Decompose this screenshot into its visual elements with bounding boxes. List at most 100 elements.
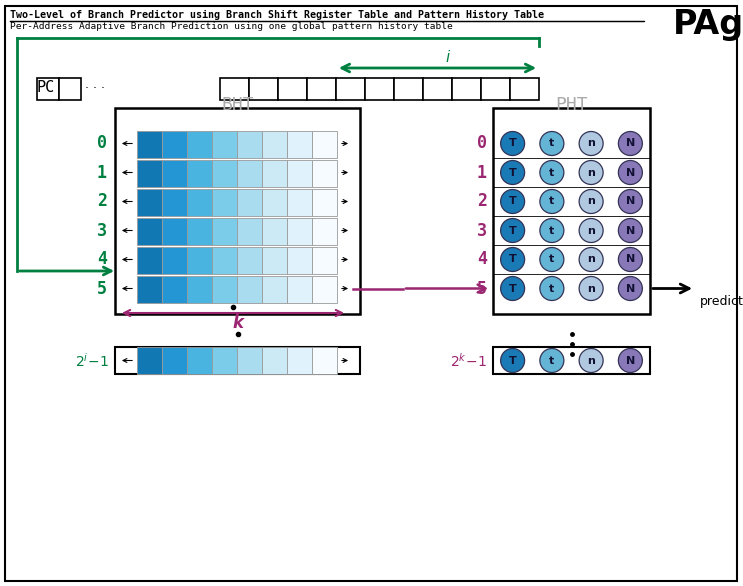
Circle shape — [579, 277, 603, 301]
Circle shape — [618, 277, 643, 301]
Circle shape — [540, 131, 564, 155]
Bar — [187, 160, 212, 187]
Text: 5: 5 — [97, 280, 107, 298]
Bar — [262, 189, 287, 216]
Text: N: N — [626, 196, 635, 206]
Bar — [262, 218, 287, 245]
Bar — [510, 78, 539, 100]
Bar — [115, 347, 360, 374]
Circle shape — [501, 247, 525, 271]
Text: $2^i\!-\!1$: $2^i\!-\!1$ — [75, 352, 109, 369]
Text: · · ·: · · · — [85, 83, 105, 96]
Bar — [137, 218, 162, 245]
Text: t: t — [549, 226, 554, 236]
Bar — [37, 78, 59, 100]
Circle shape — [540, 277, 564, 301]
Circle shape — [579, 349, 603, 373]
Bar — [115, 108, 360, 314]
Bar — [312, 276, 337, 303]
Circle shape — [618, 189, 643, 213]
Bar — [287, 131, 312, 158]
Bar — [312, 218, 337, 245]
Circle shape — [540, 219, 564, 243]
Circle shape — [579, 247, 603, 271]
Bar — [312, 160, 337, 187]
Text: t: t — [549, 138, 554, 148]
Bar — [287, 247, 312, 274]
Circle shape — [501, 219, 525, 243]
Bar — [237, 347, 262, 374]
Text: $2^k\!-\!1$: $2^k\!-\!1$ — [450, 352, 487, 369]
Circle shape — [501, 131, 525, 155]
Bar — [312, 189, 337, 216]
Bar — [287, 276, 312, 303]
Text: 0: 0 — [97, 135, 107, 152]
Text: Two-Level of Branch Predictor using Branch Shift Register Table and Pattern Hist: Two-Level of Branch Predictor using Bran… — [10, 10, 544, 20]
Bar — [423, 78, 452, 100]
Text: 4: 4 — [97, 250, 107, 268]
Bar — [137, 160, 162, 187]
Bar — [262, 247, 287, 274]
Bar — [137, 131, 162, 158]
Text: 4: 4 — [477, 250, 487, 268]
Bar — [394, 78, 423, 100]
Text: 2: 2 — [477, 192, 487, 210]
Bar — [336, 78, 365, 100]
Bar — [287, 160, 312, 187]
Text: t: t — [549, 254, 554, 264]
Bar — [249, 78, 278, 100]
Bar — [162, 276, 187, 303]
Circle shape — [540, 189, 564, 213]
Text: n: n — [587, 168, 595, 178]
Circle shape — [618, 131, 643, 155]
Text: T: T — [509, 168, 516, 178]
Text: prediction: prediction — [700, 295, 743, 308]
Bar — [212, 247, 237, 274]
Text: 3: 3 — [477, 222, 487, 240]
Bar — [137, 189, 162, 216]
Circle shape — [540, 247, 564, 271]
Text: N: N — [626, 284, 635, 294]
Bar — [278, 78, 307, 100]
Bar — [237, 189, 262, 216]
Text: 5: 5 — [477, 280, 487, 298]
Circle shape — [618, 247, 643, 271]
Bar — [237, 247, 262, 274]
Bar — [212, 276, 237, 303]
Bar — [493, 108, 650, 314]
Text: 1: 1 — [477, 163, 487, 182]
Text: N: N — [626, 168, 635, 178]
Text: PC: PC — [37, 80, 55, 95]
Text: t: t — [549, 356, 554, 366]
Circle shape — [618, 219, 643, 243]
Circle shape — [618, 349, 643, 373]
Bar — [312, 247, 337, 274]
Bar — [162, 160, 187, 187]
Text: t: t — [549, 284, 554, 294]
Bar — [493, 347, 650, 374]
Text: PHT: PHT — [555, 96, 588, 114]
Bar — [137, 247, 162, 274]
Text: n: n — [587, 138, 595, 148]
Text: T: T — [509, 284, 516, 294]
Bar — [262, 160, 287, 187]
Bar — [187, 276, 212, 303]
Text: 1: 1 — [97, 163, 107, 182]
Bar — [212, 160, 237, 187]
Text: T: T — [509, 196, 516, 206]
Bar — [212, 189, 237, 216]
Bar — [481, 78, 510, 100]
Bar — [187, 247, 212, 274]
Bar — [187, 218, 212, 245]
Text: 2: 2 — [97, 192, 107, 210]
Circle shape — [501, 189, 525, 213]
Text: N: N — [626, 138, 635, 148]
Bar — [162, 347, 187, 374]
Text: T: T — [509, 226, 516, 236]
Bar — [162, 189, 187, 216]
Bar — [287, 347, 312, 374]
Bar — [262, 347, 287, 374]
Text: T: T — [509, 138, 516, 148]
Text: N: N — [626, 254, 635, 264]
Bar — [187, 347, 212, 374]
